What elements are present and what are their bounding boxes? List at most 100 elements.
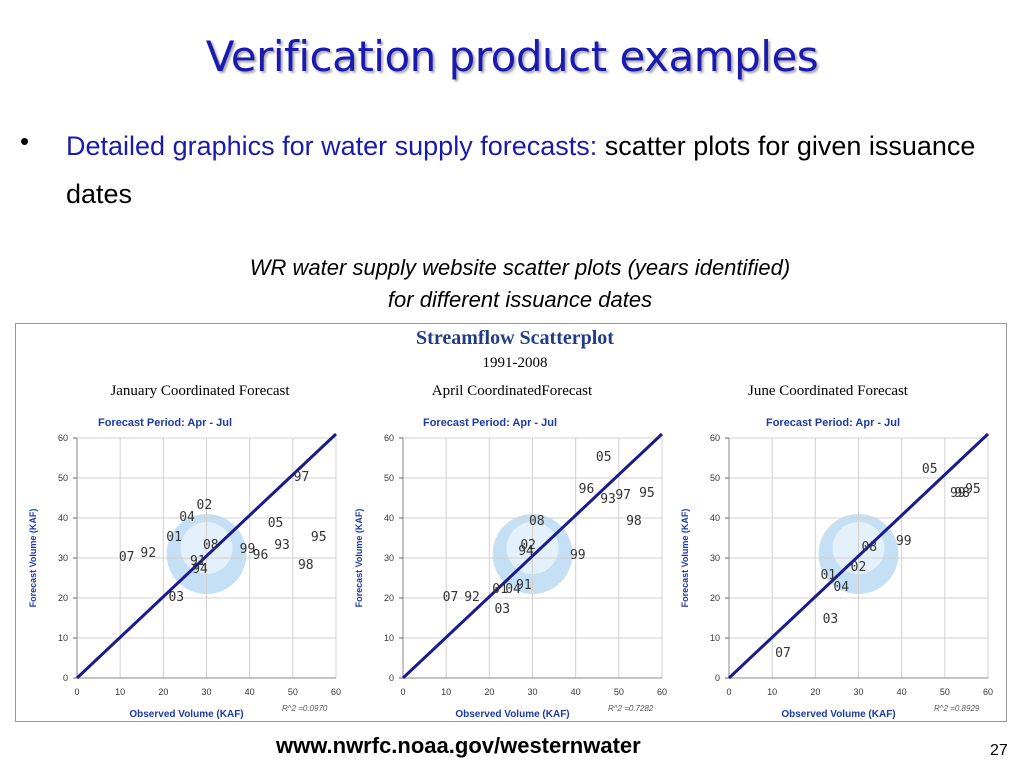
caption-line-2: for different issuance dates <box>387 287 653 312</box>
footer-url: www.nwrfc.noaa.gov/westernwater <box>276 733 641 758</box>
chart-3-ytick-label: 0 <box>715 673 720 683</box>
chart-3-ytick-label: 40 <box>710 513 720 523</box>
chart-3-point-label: 95 <box>965 482 981 497</box>
bullet-highlight: Detailed graphics for water supply forec… <box>66 131 598 161</box>
chart-1-point-label: 02 <box>197 498 213 513</box>
chart-2-title: April CoordinatedForecast <box>432 383 593 399</box>
chart-1-ytick-label: 50 <box>58 473 68 483</box>
chart-1-ytick-label: 0 <box>63 673 68 683</box>
chart-3-point-label: 04 <box>833 580 849 595</box>
chart-2-xtick-label: 0 <box>400 687 405 697</box>
chart-1-ytick-label: 10 <box>58 633 68 643</box>
chart-2-subtitle: Forecast Period: Apr - Jul <box>423 417 557 429</box>
panel-title: Streamflow Scatterplot <box>416 327 614 349</box>
chart-3-xtick-label: 20 <box>810 687 820 697</box>
chart-3-point-label: 07 <box>775 646 791 661</box>
chart-2-point-label: 08 <box>529 514 545 529</box>
chart-1-subtitle: Forecast Period: Apr - Jul <box>98 417 232 429</box>
chart-1-xtick-label: 20 <box>158 687 168 697</box>
chart-1-point-label: 94 <box>192 562 208 577</box>
chart-1-r2: R^2 =0.0970 <box>282 704 328 713</box>
chart-2-point-label: 98 <box>626 514 642 529</box>
chart-3-ytick-label: 60 <box>710 433 720 443</box>
chart-1-ytick-label: 20 <box>58 593 68 603</box>
chart-3-title: June Coordinated Forecast <box>748 383 909 399</box>
chart-2-point-label: 03 <box>494 602 510 617</box>
chart-3-ytick-label: 30 <box>710 553 720 563</box>
chart-2-point-label: 07 <box>443 590 459 605</box>
chart-1-point-label: 95 <box>311 530 327 545</box>
panel-subtitle: 1991-2008 <box>482 355 548 371</box>
chart-2-xtick-label: 30 <box>527 687 537 697</box>
chart-3-point-label: 99 <box>950 486 966 501</box>
chart-1-xtick-label: 30 <box>201 687 211 697</box>
bullet-symbol: • <box>20 126 30 156</box>
chart-1-ytick-label: 40 <box>58 513 68 523</box>
chart-1-title: January Coordinated Forecast <box>110 383 290 399</box>
chart-1-point-label: 04 <box>179 510 195 525</box>
chart-2-point-label: 91 <box>516 578 532 593</box>
chart-2-point-label: 92 <box>464 590 480 605</box>
chart-2-ytick-label: 30 <box>384 553 394 563</box>
chart-3-xtick-label: 50 <box>940 687 950 697</box>
chart-2-point-label: 04 <box>505 582 521 597</box>
chart-2-xtick-label: 60 <box>657 687 667 697</box>
chart-2-xtick-label: 50 <box>614 687 624 697</box>
chart-2-xlabel: Observed Volume (KAF) <box>455 709 569 720</box>
chart-2-ylabel: Forecast Volume (KAF) <box>354 509 364 608</box>
chart-3-point-label: 08 <box>861 540 877 555</box>
chart-1-point-label: 98 <box>298 558 314 573</box>
chart-3-ytick-label: 20 <box>710 593 720 603</box>
scatterplot-panel <box>15 323 1007 722</box>
chart-1-xtick-label: 0 <box>74 687 79 697</box>
chart-3-xtick-label: 60 <box>983 687 993 697</box>
chart-3-xtick-label: 0 <box>726 687 731 697</box>
page-number: 27 <box>990 742 1008 759</box>
chart-3-point-label: 02 <box>851 560 867 575</box>
chart-1-xtick-label: 60 <box>331 687 341 697</box>
chart-3-xlabel: Observed Volume (KAF) <box>781 709 895 720</box>
chart-3-point-label: 03 <box>823 612 839 627</box>
chart-2-point-label: 96 <box>579 482 595 497</box>
chart-2-fit-line <box>401 432 664 680</box>
chart-3-point-label: 01 <box>820 568 836 583</box>
chart-1-fit-line <box>75 432 338 680</box>
chart-2-ytick-label: 10 <box>384 633 394 643</box>
bullet-rest: scatter plots for given issuance dates <box>66 131 976 209</box>
chart-3-ytick-label: 10 <box>710 633 720 643</box>
caption: WR water supply website scatter plots (y… <box>0 252 1024 316</box>
chart-1-ylabel: Forecast Volume (KAF) <box>28 509 38 608</box>
chart-2-point-label: 95 <box>639 486 655 501</box>
chart-2-r2: R^2 =0.7282 <box>608 704 654 713</box>
chart-2-point-label: 94 <box>518 544 534 559</box>
chart-3-fit-line <box>727 432 990 680</box>
chart-1-point-label: 05 <box>268 516 284 531</box>
chart-3-point-label: 99 <box>896 534 912 549</box>
chart-1-point-label: 99 <box>240 542 256 557</box>
chart-2-ytick-label: 40 <box>384 513 394 523</box>
chart-1-point-label: 97 <box>294 470 310 485</box>
chart-1-point-label: 07 <box>119 550 135 565</box>
chart-2-point-label: 97 <box>615 488 631 503</box>
chart-2-ytick-label: 50 <box>384 473 394 483</box>
chart-2-point-label: 02 <box>520 538 536 553</box>
chart-3-xtick-label: 30 <box>853 687 863 697</box>
chart-2-ytick-label: 60 <box>384 433 394 443</box>
chart-1-xtick-label: 50 <box>288 687 298 697</box>
slide-title: Verification product examples <box>205 32 819 81</box>
chart-1-xtick-label: 10 <box>115 687 125 697</box>
caption-line-1: WR water supply website scatter plots (y… <box>249 255 791 280</box>
chart-1-point-label: 93 <box>274 538 290 553</box>
chart-1-ytick-label: 30 <box>58 553 68 563</box>
chart-3-point-label: 05 <box>922 462 938 477</box>
chart-2-ytick-label: 20 <box>384 593 394 603</box>
chart-1-point-label: 91 <box>190 554 206 569</box>
chart-2-point-label: 93 <box>600 492 616 507</box>
chart-2-xtick-label: 10 <box>441 687 451 697</box>
chart-2-point-label: 05 <box>596 450 612 465</box>
chart-1-point-label: 01 <box>166 530 182 545</box>
chart-3-ytick-label: 50 <box>710 473 720 483</box>
chart-1-point-label: 96 <box>253 548 269 563</box>
chart-2-point-label: 01 <box>492 582 508 597</box>
